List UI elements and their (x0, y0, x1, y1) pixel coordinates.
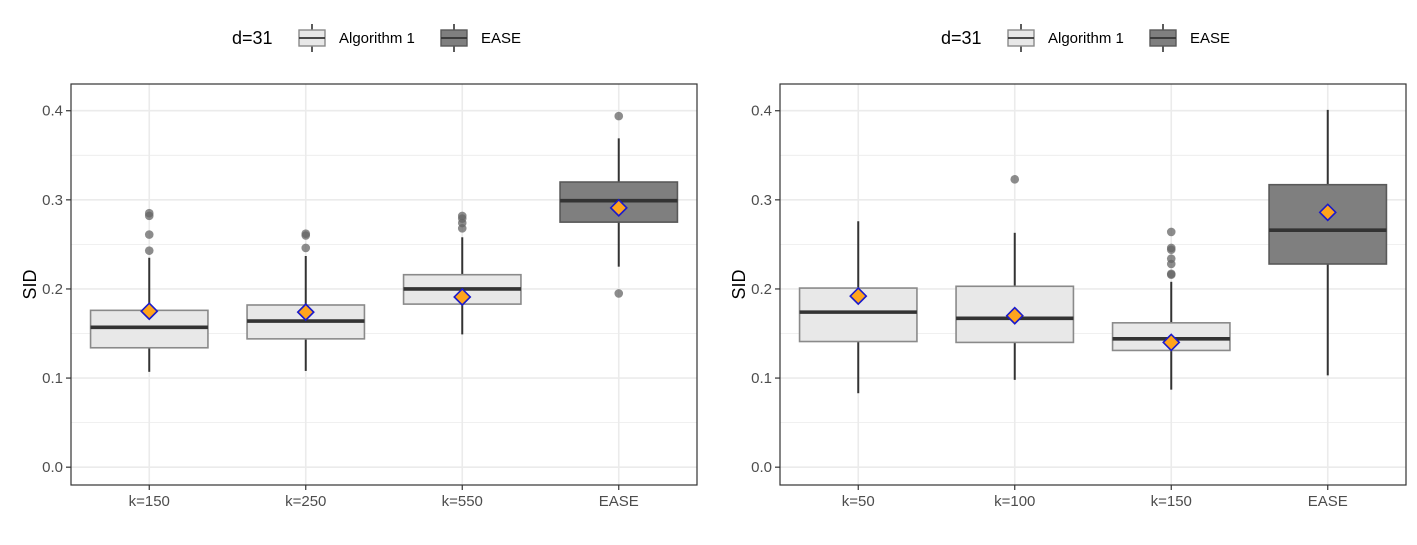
outlier-point (301, 243, 311, 253)
outlier-point (301, 229, 311, 239)
y-tick-label: 0.0 (42, 459, 63, 476)
plot-background (780, 84, 1406, 485)
plot-border (70, 83, 698, 486)
outlier-point (457, 211, 467, 221)
box-ease (559, 111, 679, 298)
box-iqr (1268, 183, 1388, 265)
boxplot-svg: 0.0 0.1 0.2 0.3 0.4 k=50 k=100 k=150 EASE SID d=31… (729, 24, 1407, 510)
mean-marker (1005, 306, 1024, 325)
x-tick-label: k=50 (842, 493, 875, 510)
outlier-point (1166, 227, 1176, 237)
y-tick-label: 0.1 (42, 370, 63, 387)
plot-background (71, 84, 697, 485)
legend-title: d=31 (941, 28, 982, 48)
plot-border (779, 83, 1407, 486)
box-k-150 (1111, 227, 1231, 390)
y-tick-label: 0.3 (42, 192, 63, 209)
x-tick-label: k=250 (285, 493, 326, 510)
boxplot-svg: 0.0 0.1 0.2 0.3 0.4 k=150 k=250 k=550 EASE SID d=3… (20, 24, 698, 510)
outlier-point (144, 230, 154, 239)
mean-marker (1318, 203, 1337, 222)
legend-label: Algorithm 1 (1048, 30, 1124, 47)
outlier-point (614, 289, 624, 298)
box-k-100 (955, 175, 1075, 380)
legend-key-ease: EASE (1149, 24, 1230, 52)
y-tick-label: 0.1 (751, 370, 772, 387)
right-boxplot-panel: 0.0 0.1 0.2 0.3 0.4 k=50 k=100 k=150 EASE SID d=31… (709, 0, 1417, 545)
mean-marker (453, 287, 472, 307)
legend: d=31 Algorithm 1 EASE (232, 24, 521, 52)
x-tick-label: k=100 (994, 493, 1035, 510)
x-tick-label: EASE (599, 493, 639, 510)
mean-marker (609, 198, 628, 217)
outlier-point (1166, 243, 1176, 253)
legend-label: EASE (481, 30, 521, 47)
y-tick-label: 0.4 (42, 103, 63, 120)
legend-label: Algorithm 1 (339, 30, 415, 47)
mean-marker (849, 286, 868, 306)
legend-title: d=31 (232, 28, 273, 48)
x-tick-label: k=150 (1151, 493, 1192, 510)
x-tick-label: k=150 (129, 493, 170, 510)
mean-marker (1162, 333, 1181, 352)
legend-key-algorithm-1: Algorithm 1 (298, 24, 415, 52)
outlier-point (144, 246, 154, 255)
outlier-point (614, 111, 624, 121)
y-tick-label: 0.2 (42, 281, 63, 298)
left-boxplot-panel: 0.0 0.1 0.2 0.3 0.4 k=150 k=250 k=550 EASE SID d=3… (0, 0, 708, 545)
outlier-point (1166, 269, 1176, 279)
mean-marker (140, 302, 159, 321)
box-k-50 (798, 221, 918, 394)
y-axis-title: SID (729, 269, 749, 299)
box-k-250 (246, 229, 366, 371)
legend: d=31 Algorithm 1 EASE (941, 24, 1230, 52)
y-tick-label: 0.3 (751, 192, 772, 209)
x-tick-label: k=550 (442, 493, 483, 510)
box-k-150 (89, 208, 209, 372)
box-k-550 (402, 211, 522, 335)
outlier-point (1166, 254, 1176, 263)
legend-label: EASE (1190, 30, 1230, 47)
y-tick-label: 0.2 (751, 281, 772, 298)
outlier-point (1010, 175, 1020, 184)
y-tick-label: 0.4 (751, 103, 772, 120)
y-tick-label: 0.0 (751, 459, 772, 476)
y-axis-title: SID (20, 269, 40, 299)
box-ease (1268, 109, 1388, 376)
mean-marker (296, 302, 315, 322)
legend-key-algorithm-1: Algorithm 1 (1007, 24, 1124, 52)
outlier-point (144, 208, 154, 218)
legend-key-ease: EASE (440, 24, 521, 52)
x-tick-label: EASE (1308, 493, 1348, 510)
